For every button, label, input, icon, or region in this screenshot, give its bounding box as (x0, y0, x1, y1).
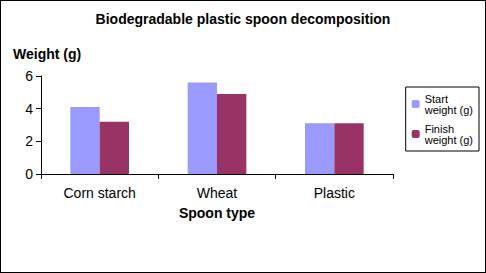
svg-text:0: 0 (25, 166, 33, 182)
svg-text:Weight (g): Weight (g) (13, 46, 81, 62)
svg-text:Plastic: Plastic (314, 185, 355, 201)
svg-text:weight (g): weight (g) (424, 104, 473, 116)
svg-text:Wheat: Wheat (197, 185, 238, 201)
svg-text:2: 2 (25, 133, 33, 149)
svg-text:Biodegradable plastic spoon de: Biodegradable plastic spoon decompositio… (96, 11, 391, 27)
svg-text:Corn starch: Corn starch (63, 185, 135, 201)
svg-text:Start: Start (424, 92, 451, 105)
svg-text:6: 6 (25, 68, 33, 84)
svg-text:Finish: Finish (424, 122, 458, 135)
svg-text:weight (g): weight (g) (424, 134, 473, 146)
svg-text:Spoon type: Spoon type (179, 205, 255, 221)
svg-text:4: 4 (25, 101, 33, 117)
